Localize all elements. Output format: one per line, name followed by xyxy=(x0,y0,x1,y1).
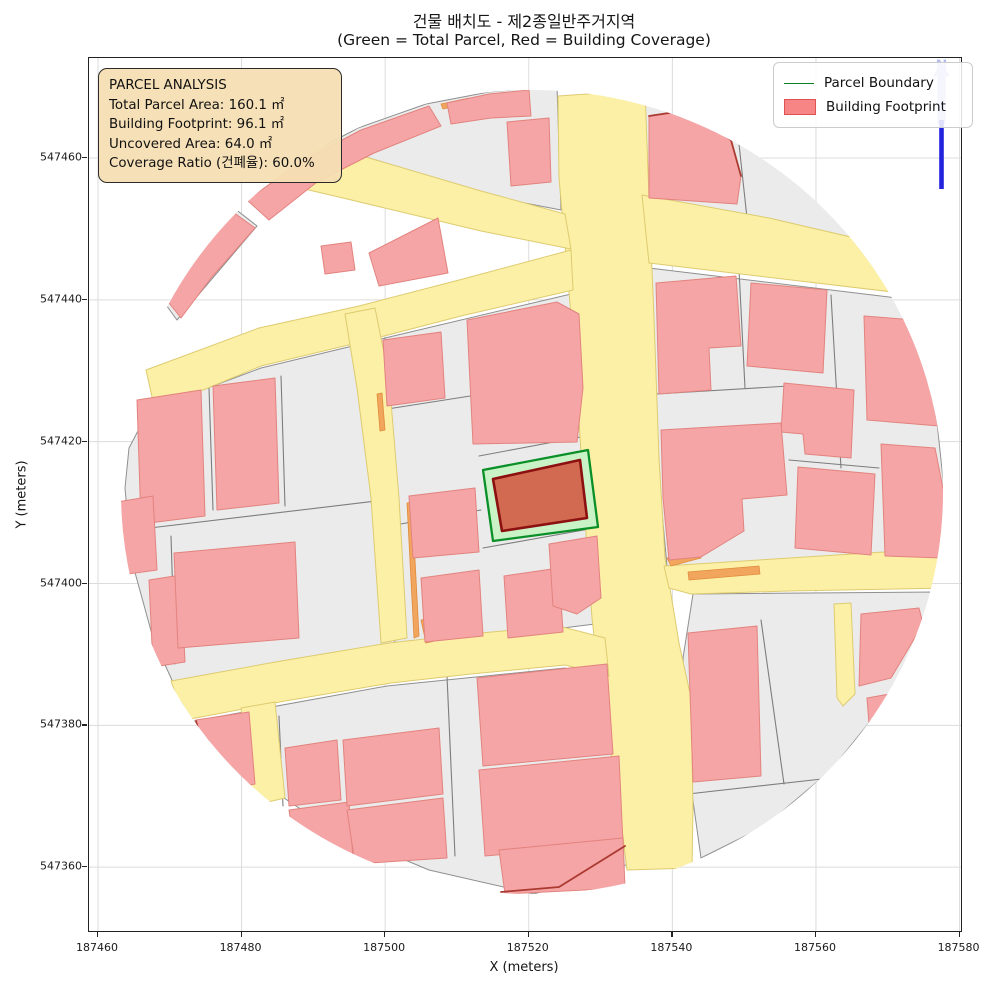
y-axis-label: Y (meters) xyxy=(14,460,30,529)
x-tick-mark xyxy=(96,931,99,937)
y-tick-mark xyxy=(82,156,87,159)
x-tick-mark xyxy=(814,931,817,937)
legend: Parcel Boundary Building Footprint xyxy=(773,62,973,128)
x-tick-label: 187500 xyxy=(363,941,406,954)
map-layers xyxy=(121,90,943,894)
y-tick-mark xyxy=(82,440,87,442)
parcel-boundary-line-icon xyxy=(784,82,814,84)
y-tick-mark xyxy=(82,866,87,868)
y-tick-mark xyxy=(82,298,87,301)
x-tick-label: 187460 xyxy=(75,941,118,954)
y-tick-label: 547440 xyxy=(40,292,82,306)
y-tick-label: 547400 xyxy=(40,576,82,589)
legend-label: Parcel Boundary xyxy=(824,75,934,91)
x-tick-mark xyxy=(527,931,529,937)
y-tick-mark xyxy=(82,582,87,584)
y-tick-label: 547380 xyxy=(40,717,82,731)
parcel-map: N xyxy=(89,58,961,931)
layer-roads xyxy=(145,90,943,871)
x-tick-label: 187480 xyxy=(219,941,262,954)
x-tick-label: 187540 xyxy=(650,941,693,954)
y-tick-label: 547460 xyxy=(40,150,82,164)
parcel-analysis-title: PARCEL ANALYSIS xyxy=(109,78,227,93)
legend-item-building-footprint: Building Footprint xyxy=(784,95,962,119)
parcel-analysis-line-total: Total Parcel Area: 160.1 ㎡ xyxy=(109,97,285,113)
x-tick-label: 187560 xyxy=(793,941,836,954)
chart-title: 건물 배치도 - 제2종일반주거지역 xyxy=(412,12,636,31)
x-tick-mark xyxy=(384,931,386,937)
parcel-analysis-line-coverage: Coverage Ratio (건폐율): 60.0% xyxy=(109,156,315,172)
y-tick-label: 547420 xyxy=(40,434,82,448)
legend-item-parcel-boundary: Parcel Boundary xyxy=(784,71,962,95)
x-tick-mark xyxy=(958,931,960,937)
layer-buildings xyxy=(121,90,943,894)
y-tick-mark xyxy=(82,724,87,726)
chart-subtitle: (Green = Total Parcel, Red = Building Co… xyxy=(337,31,711,49)
parcel-analysis-line-uncovered: Uncovered Area: 64.0 ㎡ xyxy=(109,136,273,152)
plot-area: N xyxy=(88,57,962,932)
building-footprint-swatch-icon xyxy=(784,99,816,115)
parcel-analysis-box: PARCEL ANALYSIS Total Parcel Area: 160.1… xyxy=(98,68,342,183)
x-tick-mark xyxy=(671,931,673,937)
y-tick-label: 547360 xyxy=(40,859,82,873)
x-tick-label: 187520 xyxy=(506,941,549,954)
legend-label: Building Footprint xyxy=(826,99,946,115)
parcel-analysis-line-footprint: Building Footprint: 96.1 ㎡ xyxy=(109,117,285,133)
x-axis-label: X (meters) xyxy=(489,960,559,975)
x-tick-label: 187580 xyxy=(937,941,980,954)
x-tick-mark xyxy=(240,931,242,937)
layer-subject-building xyxy=(491,458,589,533)
